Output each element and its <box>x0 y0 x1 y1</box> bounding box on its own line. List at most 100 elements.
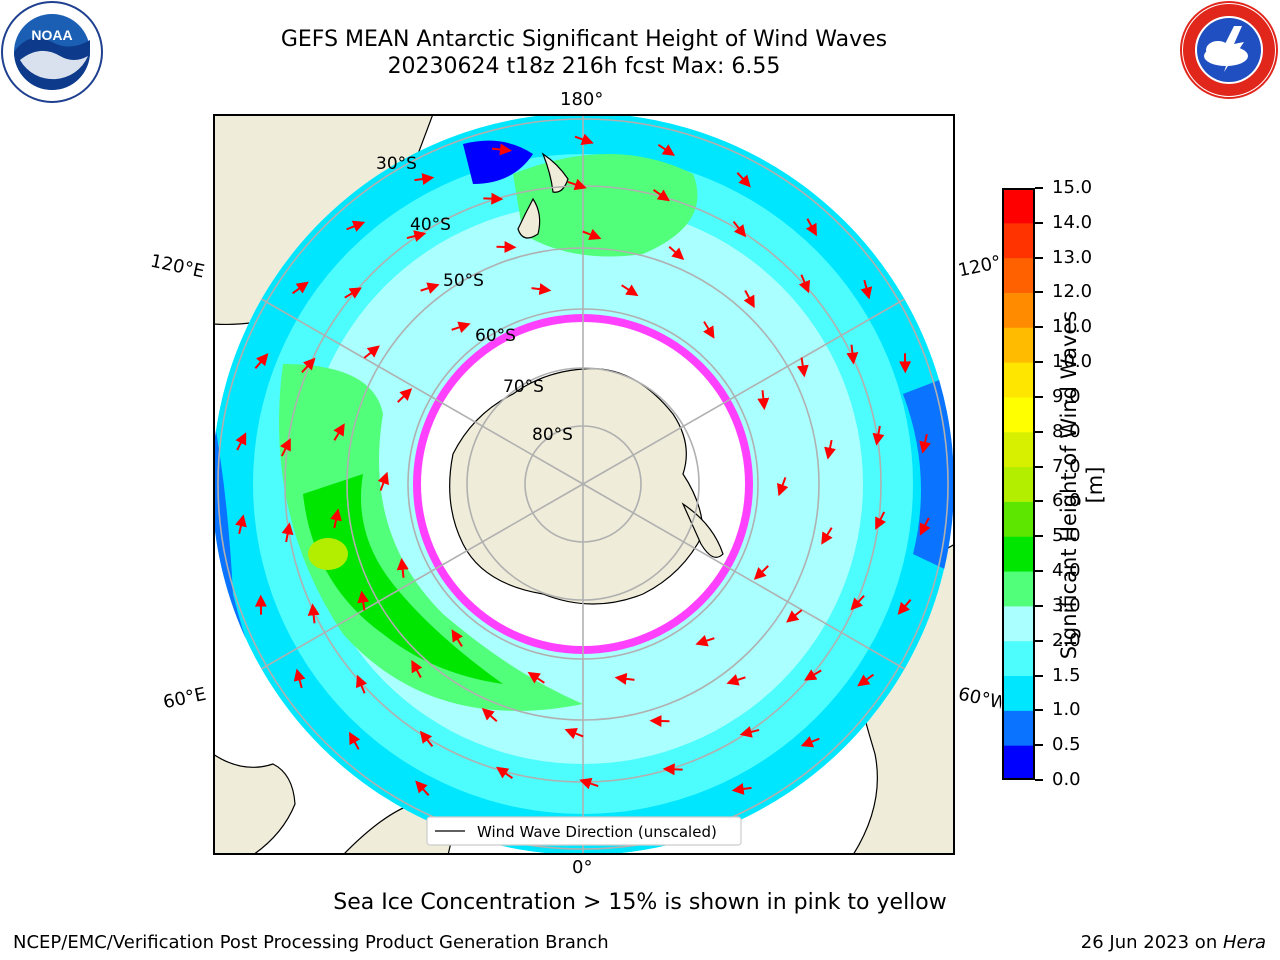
map-svg: 30°S 40°S 50°S 60°S 70°S 80°S Wind Wave … <box>212 113 956 856</box>
footer-credit: NCEP/EMC/Verification Post Processing Pr… <box>13 932 609 953</box>
map-frame <box>213 114 955 855</box>
africa-land <box>212 752 296 856</box>
footer-host: Hera <box>1222 932 1266 953</box>
antarctic-peninsula <box>681 502 724 558</box>
colorbar-segment <box>1002 501 1035 537</box>
wind-arrow <box>614 672 635 685</box>
wind-arrow <box>377 471 389 491</box>
wind-arrow <box>330 508 342 529</box>
colorbar-segment <box>1002 257 1035 293</box>
wind-arrow <box>821 527 833 545</box>
wind-arrow <box>344 287 362 299</box>
wind-arrow <box>786 609 803 623</box>
colorbar-tick-mark <box>1035 187 1043 189</box>
colorbar-tick-mark <box>1035 744 1043 747</box>
colorbar-tick-label: 5.0 <box>1052 525 1081 547</box>
legend-label: Wind Wave Direction (unscaled) <box>477 823 717 841</box>
colorbar-segment <box>1002 222 1035 259</box>
polar-map: 30°S 40°S 50°S 60°S 70°S 80°S Wind Wave … <box>212 113 956 856</box>
wind-arrow <box>235 432 247 451</box>
wind-arrow <box>824 439 836 460</box>
colorbar-tick-mark <box>1035 535 1043 538</box>
lat-label-60s: 60°S <box>475 326 516 346</box>
wind-arrow <box>349 731 361 750</box>
wind-arrow <box>280 438 291 457</box>
wind-arrow <box>736 172 751 188</box>
lat-label-70s: 70°S <box>503 377 544 397</box>
wind-arrow <box>731 783 752 795</box>
wind-arrow <box>743 290 755 309</box>
colorbar-segment <box>1002 396 1035 433</box>
wind-arrow <box>657 143 675 156</box>
colorbar-tick-label: 13.0 <box>1052 246 1093 268</box>
colorbar-segment <box>1002 188 1035 224</box>
blue-edge-east <box>903 374 954 574</box>
wind-arrow <box>291 281 309 295</box>
nws-logo-icon <box>1180 1 1278 99</box>
wind-arrow <box>451 321 471 334</box>
wind-arrow <box>483 192 504 205</box>
wind-arrow <box>411 659 423 678</box>
wind-arrow <box>800 736 820 748</box>
colorbar-tick-label: 11.0 <box>1052 316 1093 338</box>
wind-arrow <box>919 433 931 454</box>
colorbar-tick-label: 8.0 <box>1052 420 1081 442</box>
wind-arrow <box>419 730 434 747</box>
green-band-indian <box>279 364 583 711</box>
wind-arrow <box>919 517 931 536</box>
wind-arrow <box>798 274 810 294</box>
colorbar-tick-label: 7.0 <box>1052 455 1081 477</box>
colorbar-tick-label: 4.0 <box>1052 560 1081 582</box>
wind-arrow <box>235 514 247 535</box>
colorbar-tick-mark <box>1035 500 1043 503</box>
wind-arrow <box>804 669 822 681</box>
colorbar-segment <box>1002 675 1035 711</box>
wind-arrow <box>491 143 512 156</box>
wind-arrow <box>357 590 370 611</box>
wind-arrow <box>333 423 345 441</box>
wind-arrow <box>662 763 683 776</box>
wind-arrow <box>346 220 366 232</box>
colorbar-tick-label: 0.5 <box>1052 734 1081 756</box>
colorbar-segment <box>1002 431 1035 468</box>
lon-label-0: 0° <box>572 857 593 878</box>
antarctica-land <box>449 367 704 605</box>
noaa-logo-icon: NOAA <box>1 1 103 103</box>
colorbar-tick-mark <box>1035 256 1043 259</box>
wind-arrow <box>695 634 715 647</box>
green-core-indian <box>303 474 503 684</box>
wind-arrow <box>668 245 685 260</box>
wind-arrow <box>420 282 440 294</box>
wind-arrow <box>796 357 809 378</box>
lon-label-180: 180° <box>560 89 604 110</box>
colorbar-segment <box>1002 605 1035 642</box>
map-legend: Wind Wave Direction (unscaled) <box>426 816 742 846</box>
wind-arrow <box>777 477 789 497</box>
colorbar-segment <box>1002 362 1035 398</box>
colorbar-tick-mark <box>1035 674 1043 677</box>
wind-arrow <box>254 353 269 369</box>
lat-label-30s: 30°S <box>376 154 417 174</box>
wind-arrow <box>703 321 715 339</box>
wind-arrow <box>875 511 886 530</box>
wind-arrows <box>235 133 931 796</box>
colorbar-tick-label: 1.0 <box>1052 699 1081 721</box>
lat-label-50s: 50°S <box>443 271 484 291</box>
wind-arrow <box>732 221 747 238</box>
wind-arrow <box>579 777 599 790</box>
wind-arrow <box>496 766 514 779</box>
colorbar-tick-mark <box>1035 291 1043 294</box>
lon-label-60w: 60°W <box>956 683 1004 714</box>
wind-arrow <box>527 671 545 684</box>
wind-arrow <box>356 674 368 694</box>
colorbar-tick-label: 3.0 <box>1052 594 1081 616</box>
colorbar-tick-mark <box>1035 639 1043 642</box>
wind-arrow <box>481 708 498 723</box>
colorbar-tick-label: 14.0 <box>1052 211 1093 233</box>
wind-arrow <box>564 727 584 740</box>
wind-arrow <box>857 673 875 687</box>
colorbar-tick-label: 9.0 <box>1052 385 1081 407</box>
colorbar-tick-mark <box>1035 395 1043 398</box>
wind-arrow <box>652 189 670 202</box>
colorbar-tick-mark <box>1035 221 1043 224</box>
